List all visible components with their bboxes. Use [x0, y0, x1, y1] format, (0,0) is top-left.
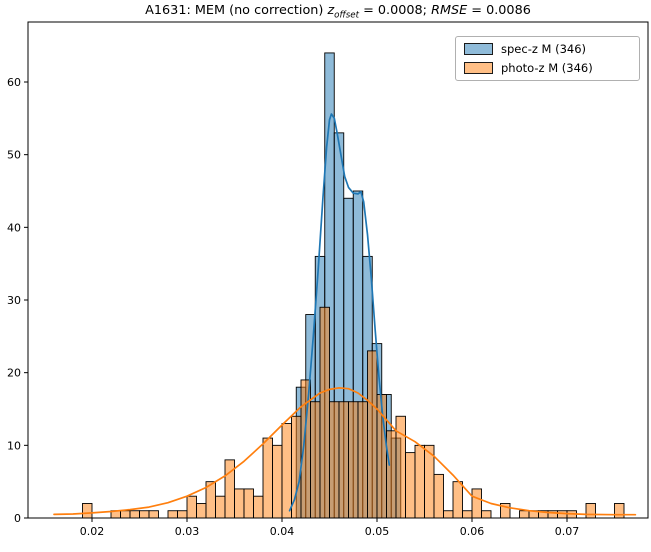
title-prefix: A1631: MEM (no correction): [145, 3, 328, 18]
legend-label: photo-z M (346): [501, 61, 593, 75]
svg-text:0.02: 0.02: [80, 525, 105, 538]
svg-text:0.04: 0.04: [270, 525, 295, 538]
legend-item-photo-z: photo-z M (346): [464, 61, 631, 75]
title-z-var: z: [327, 3, 335, 18]
title-z-subscript: offset: [334, 10, 360, 21]
svg-text:30: 30: [7, 294, 21, 307]
svg-text:60: 60: [7, 76, 21, 89]
svg-text:40: 40: [7, 221, 21, 234]
title-rmse-value: = 0.0086: [467, 3, 531, 18]
svg-text:0.05: 0.05: [365, 525, 390, 538]
svg-text:50: 50: [7, 149, 21, 162]
svg-text:10: 10: [7, 439, 21, 452]
svg-text:0.03: 0.03: [175, 525, 200, 538]
svg-text:20: 20: [7, 367, 21, 380]
legend: spec-z M (346) photo-z M (346): [455, 36, 640, 81]
svg-text:0.06: 0.06: [460, 525, 485, 538]
title-rmse-var: RMSE: [431, 3, 468, 18]
chart-title: A1631: MEM (no correction) zoffset = 0.0…: [28, 3, 648, 21]
svg-text:0: 0: [14, 512, 21, 525]
legend-label: spec-z M (346): [501, 42, 587, 56]
legend-item-spec-z: spec-z M (346): [464, 42, 631, 56]
svg-text:0.07: 0.07: [555, 525, 580, 538]
legend-swatch-icon: [464, 43, 493, 55]
title-z-value: = 0.0008;: [359, 3, 432, 18]
legend-swatch-icon: [464, 62, 493, 74]
